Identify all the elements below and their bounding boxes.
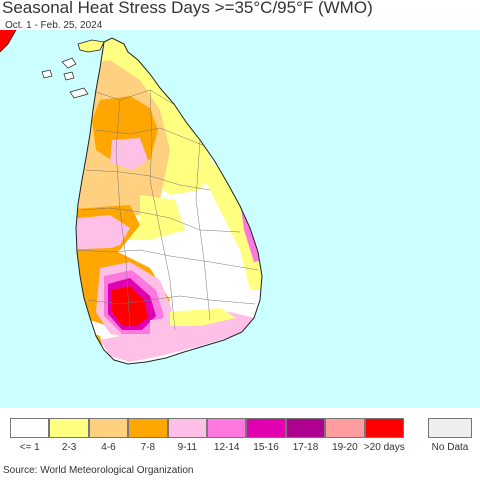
source-credit: Source: World Meteorological Organizatio… — [3, 465, 194, 476]
legend-label: No Data — [431, 442, 469, 453]
sri-lanka-coastline — [75, 37, 263, 365]
legend-swatch — [49, 418, 89, 438]
legend-label: <= 1 — [19, 442, 40, 453]
legend-swatch — [246, 418, 286, 438]
legend: <= 1 2-3 4-6 7-8 9-11 12-14 15-16 17-18 19-20 >20… — [10, 418, 472, 458]
legend-label: 17-18 — [292, 442, 319, 453]
legend-label: 4-6 — [101, 442, 116, 453]
map-title: Seasonal Heat Stress Days >=35°C/95°F (W… — [2, 0, 373, 17]
map-subtitle: Oct. 1 - Feb. 25, 2024 — [5, 20, 103, 31]
jaffna-peninsula — [77, 39, 105, 53]
mannar-island — [69, 87, 89, 99]
legend-swatch — [167, 418, 207, 438]
legend-label: 12-14 — [213, 442, 240, 453]
legend-label: >20 days — [363, 442, 405, 453]
northern-islet — [63, 71, 75, 81]
district-boundaries — [77, 89, 259, 331]
legend-swatch — [207, 418, 247, 438]
legend-label: 9-11 — [177, 442, 197, 453]
india-coast-land — [0, 30, 16, 52]
legend-label: 7-8 — [140, 442, 156, 453]
legend-swatch — [285, 418, 326, 438]
northern-islet — [61, 57, 77, 69]
legend-label: 15-16 — [253, 442, 279, 453]
legend-swatch — [128, 418, 168, 438]
legend-label: 19-20 — [332, 442, 358, 453]
legend-swatch — [88, 418, 129, 438]
northern-islet — [41, 69, 53, 79]
legend-label: 2-3 — [61, 442, 77, 453]
legend-swatch — [325, 418, 365, 438]
heat-stress-map — [0, 30, 480, 408]
legend-swatch — [10, 418, 50, 438]
legend-swatch — [364, 418, 404, 438]
india-coastline — [0, 30, 17, 53]
legend-swatch — [428, 418, 472, 438]
